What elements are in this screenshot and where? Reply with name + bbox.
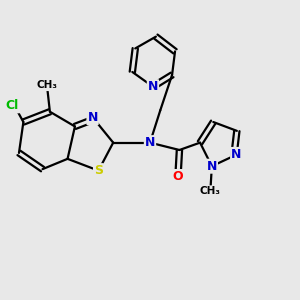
Text: O: O [173,170,183,183]
Text: N: N [207,160,217,173]
Text: N: N [145,136,155,149]
Text: CH₃: CH₃ [200,186,221,196]
Text: N: N [148,80,158,93]
Text: S: S [94,164,103,177]
Text: CH₃: CH₃ [36,80,57,90]
Text: Cl: Cl [6,99,19,112]
Text: N: N [231,148,242,161]
Text: N: N [87,111,98,124]
